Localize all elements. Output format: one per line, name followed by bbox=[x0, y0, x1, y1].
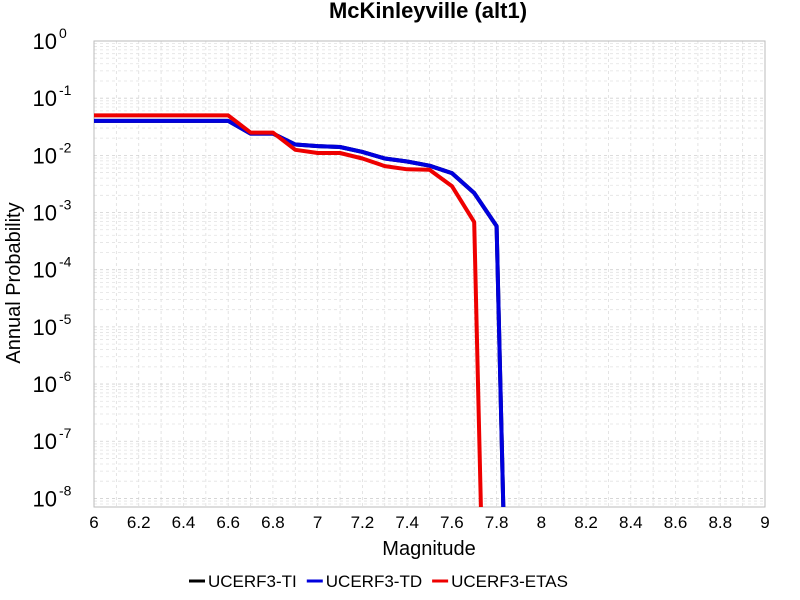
y-tick-label: 10 bbox=[33, 201, 57, 226]
series-line-ucerf3-etas bbox=[94, 113, 483, 508]
legend-label: UCERF3-TI bbox=[208, 572, 297, 591]
y-tick-exponent: 0 bbox=[59, 25, 67, 41]
x-tick-label: 8.2 bbox=[574, 513, 598, 532]
x-tick-label: 6.4 bbox=[172, 513, 196, 532]
x-tick-label: 7.4 bbox=[395, 513, 419, 532]
series-layer bbox=[94, 113, 506, 508]
y-tick-label: 10 bbox=[33, 486, 57, 511]
plot-frame bbox=[93, 40, 766, 508]
x-tick-label: 6 bbox=[89, 513, 98, 532]
x-tick-label: 6.8 bbox=[261, 513, 285, 532]
legend: UCERF3-TI UCERF3-TD UCERF3-ETAS bbox=[189, 572, 568, 591]
x-axis-label: Magnitude bbox=[382, 538, 475, 560]
y-tick-exponent: -1 bbox=[59, 82, 72, 98]
x-tick-label: 8.8 bbox=[708, 513, 732, 532]
grid bbox=[93, 41, 766, 507]
x-tick-label: 6.2 bbox=[127, 513, 151, 532]
y-tick-label: 10 bbox=[33, 372, 57, 397]
legend-label: UCERF3-ETAS bbox=[451, 572, 568, 591]
y-tick-exponent: -4 bbox=[59, 254, 72, 270]
x-tick-label: 9 bbox=[760, 513, 769, 532]
y-tick-exponent: -6 bbox=[59, 368, 72, 384]
legend-label: UCERF3-TD bbox=[326, 572, 422, 591]
y-tick-label: 10 bbox=[33, 315, 57, 340]
y-tick-exponent: -7 bbox=[59, 425, 72, 441]
x-tick-label: 7.2 bbox=[351, 513, 375, 532]
y-tick-label: 10 bbox=[33, 143, 57, 168]
y-tick-label: 10 bbox=[33, 258, 57, 283]
x-tick-label: 7 bbox=[313, 513, 322, 532]
chart-title: McKinleyville (alt1) bbox=[329, 0, 527, 23]
y-tick-label: 10 bbox=[33, 86, 57, 111]
x-tick-labels: 6 6.2 6.4 6.6 6.8 7 7.2 7.4 7.6 7.8 8 8.2 8.4 8.6 8.8 9 bbox=[89, 513, 769, 532]
x-tick-label: 6.6 bbox=[216, 513, 240, 532]
y-tick-exponent: -5 bbox=[59, 311, 72, 327]
x-tick-label: 8.4 bbox=[619, 513, 643, 532]
y-axis-label: Annual Probability bbox=[3, 202, 25, 363]
x-tick-label: 8 bbox=[537, 513, 546, 532]
y-tick-exponent: -3 bbox=[59, 197, 72, 213]
y-tick-exponent: -8 bbox=[59, 482, 72, 498]
y-tick-label: 10 bbox=[33, 29, 57, 54]
y-tick-label: 10 bbox=[33, 429, 57, 454]
x-tick-label: 8.6 bbox=[664, 513, 688, 532]
x-tick-label: 7.8 bbox=[485, 513, 509, 532]
y-tick-exponent: -2 bbox=[59, 139, 72, 155]
x-tick-label: 7.6 bbox=[440, 513, 464, 532]
